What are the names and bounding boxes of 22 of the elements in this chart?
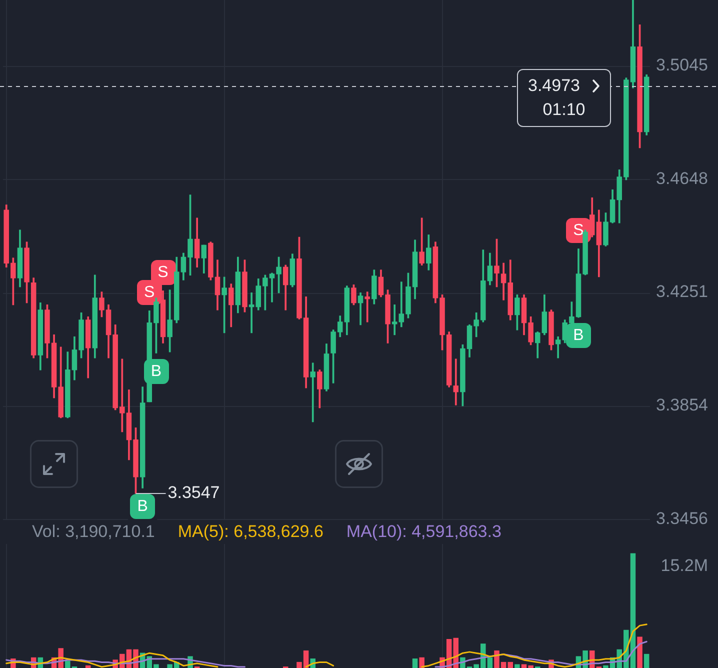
text: 3.3547 bbox=[168, 483, 220, 502]
bar bbox=[412, 658, 418, 668]
bar bbox=[637, 636, 642, 668]
y-tick-label: 3.3854 bbox=[656, 396, 708, 415]
candlestick bbox=[392, 304, 398, 336]
candlestick bbox=[310, 362, 316, 422]
y-tick-label: 3.4648 bbox=[656, 168, 708, 188]
bar bbox=[419, 657, 424, 668]
text: MA(10): 4,591,863.3 bbox=[346, 522, 502, 542]
text: MA(5): 6,538,629.6 bbox=[178, 522, 324, 542]
y-tick-label: 3.4251 bbox=[656, 282, 708, 302]
y-tick-label: 3.5045 bbox=[656, 56, 708, 75]
candlestick bbox=[453, 358, 459, 406]
ref-line-label: 3.4973 bbox=[528, 75, 580, 98]
bar bbox=[85, 665, 91, 668]
text: 15.2M bbox=[660, 556, 708, 575]
y-tick-label: 3.3456 bbox=[656, 509, 708, 528]
annotation: 01:10 bbox=[542, 99, 586, 122]
chart-title: Vol: 3,190,710.1 bbox=[32, 522, 155, 542]
bar bbox=[644, 654, 650, 668]
candlestick bbox=[364, 292, 370, 322]
bar bbox=[514, 664, 520, 668]
